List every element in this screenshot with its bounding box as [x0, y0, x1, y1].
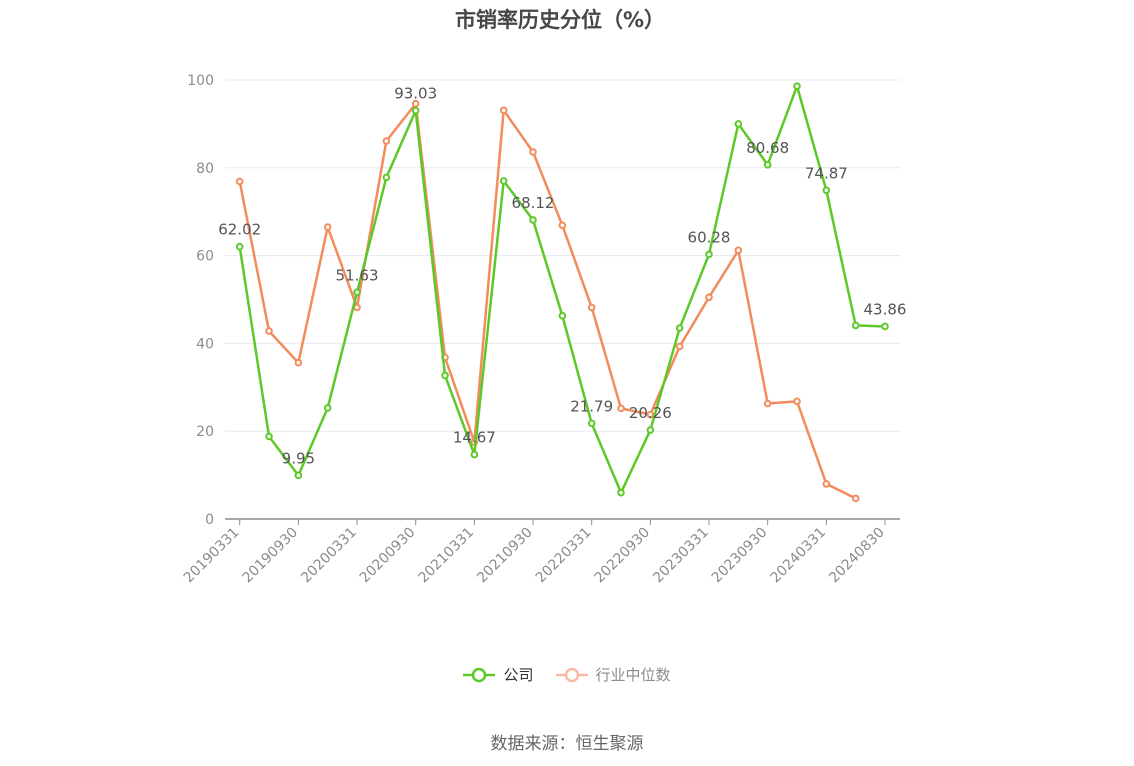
series-line-1: [238, 102, 857, 500]
y-tick-label: 100: [187, 73, 214, 89]
data-point-0: [793, 82, 801, 90]
data-point-0: [294, 471, 303, 480]
data-point-1: [499, 106, 508, 115]
data-point-0: [441, 371, 449, 380]
data-point-0: [265, 432, 273, 441]
y-tick-label: 40: [196, 336, 214, 352]
data-point-0: [734, 120, 743, 128]
x-tick-label: 20190331: [181, 525, 243, 587]
data-point-0: [587, 419, 596, 428]
data-point-0: [705, 250, 713, 259]
data-label: 14.67: [453, 429, 496, 447]
data-point-0: [411, 106, 420, 115]
data-source-note: 数据来源：恒生聚源: [490, 734, 644, 754]
data-point-1: [235, 177, 244, 186]
legend-item-company[interactable]: 公司: [463, 664, 534, 685]
data-point-1: [382, 137, 391, 145]
data-label: 60.28: [688, 228, 731, 246]
x-tick-label: 20230930: [709, 525, 771, 587]
data-point-0: [646, 426, 655, 434]
x-tick-label: 20200331: [298, 525, 360, 587]
data-point-0: [382, 173, 391, 182]
data-point-1: [763, 399, 772, 408]
data-point-0: [353, 288, 361, 297]
data-point-0: [851, 321, 860, 330]
y-tick-label: 80: [196, 161, 214, 177]
legend-label-industry-median: 行业中位数: [595, 666, 671, 684]
data-point-1: [529, 148, 537, 156]
x-tick-label: 20200930: [357, 525, 419, 587]
data-point-1: [705, 293, 713, 302]
data-point-0: [529, 216, 537, 224]
y-tick-label: 20: [196, 424, 214, 440]
data-point-0: [822, 186, 831, 195]
data-point-1: [734, 246, 743, 255]
x-tick-label: 20230331: [650, 525, 712, 587]
line-chart: 0 20 40 60 80 100 2019033120190930202003312020…: [181, 73, 907, 586]
data-point-1: [323, 223, 332, 231]
data-point-0: [235, 242, 244, 251]
axes: 0 20 40 60 80 100 2019033120190930202003312020…: [181, 73, 900, 586]
data-point-1: [411, 99, 420, 108]
data-point-0: [763, 161, 772, 169]
data-label: 93.03: [394, 85, 437, 103]
chart-title: 市销率历史分位（%）: [454, 8, 666, 32]
data-point-0: [617, 488, 625, 497]
x-tick-label: 20240331: [767, 525, 829, 587]
data-point-0: [470, 450, 479, 459]
x-tick-label: 20210331: [415, 525, 477, 587]
data-point-1: [265, 327, 273, 335]
data-point-1: [646, 410, 655, 419]
x-tick-label: 20220930: [591, 525, 653, 587]
data-label: 21.79: [570, 397, 613, 415]
data-point-0: [323, 404, 332, 412]
data-point-0: [881, 322, 889, 331]
grid-lines: [225, 79, 900, 432]
data-label: 51.63: [336, 266, 379, 284]
data-labels: 62.02 9.95 51.63 93.03 14.67 68.12 21.79 20.26 6…: [218, 85, 906, 468]
data-point-1: [851, 494, 860, 503]
legend: 公司 行业中位数: [0, 664, 1134, 685]
data-label: 74.87: [805, 164, 848, 182]
data-point-1: [294, 358, 303, 367]
y-tick-label: 60: [196, 249, 214, 265]
data-point-0: [558, 311, 567, 320]
data-point-1: [353, 303, 361, 312]
legend-label-company: 公司: [503, 666, 534, 684]
legend-industry-median-icon: [555, 667, 588, 682]
y-tick-label: 0: [205, 512, 214, 528]
data-label: 43.86: [864, 300, 907, 318]
data-point-0: [499, 177, 508, 185]
data-label: 68.12: [512, 194, 555, 212]
x-tick-label: 20220331: [533, 525, 595, 587]
data-label: 80.68: [746, 139, 789, 157]
data-label: 20.26: [629, 404, 672, 422]
x-tick-label: 20210930: [474, 525, 536, 587]
x-tick-label: 20240830: [826, 525, 888, 587]
data-point-1: [793, 397, 801, 406]
series-layer: [235, 82, 889, 503]
data-point-1: [587, 303, 596, 312]
data-point-1: [822, 480, 831, 488]
data-label: 9.95: [282, 449, 315, 467]
data-point-0: [675, 324, 684, 332]
data-point-1: [675, 342, 684, 351]
legend-item-industry-median[interactable]: 行业中位数: [555, 664, 671, 685]
data-point-1: [558, 221, 567, 230]
legend-company-icon: [463, 667, 496, 682]
data-label: 62.02: [218, 221, 261, 239]
data-point-1: [617, 404, 625, 413]
x-tick-label: 20190930: [239, 525, 301, 587]
